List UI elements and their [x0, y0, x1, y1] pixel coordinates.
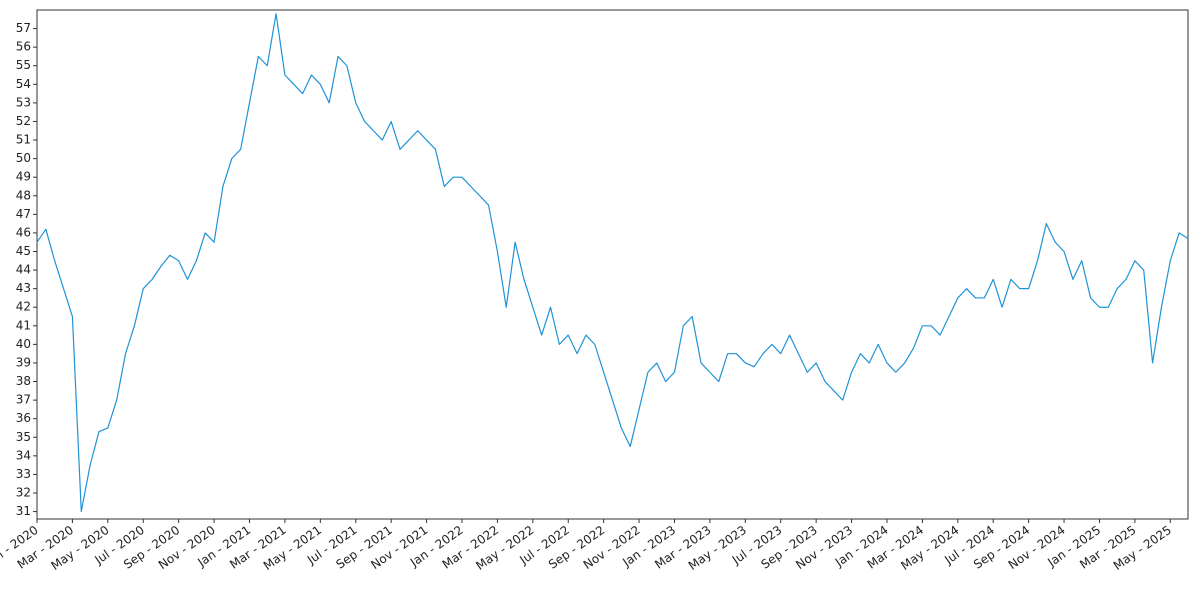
y-tick-label: 40 — [16, 337, 31, 351]
y-tick-label: 54 — [16, 77, 31, 91]
y-tick-label: 49 — [16, 170, 31, 184]
y-tick-label: 57 — [16, 21, 31, 35]
y-tick-label: 53 — [16, 95, 31, 109]
y-tick-label: 44 — [16, 263, 31, 277]
y-tick-label: 33 — [16, 467, 31, 481]
y-tick-label: 35 — [16, 430, 31, 444]
y-tick-label: 50 — [16, 151, 31, 165]
y-tick-label: 41 — [16, 318, 31, 332]
y-tick-label: 36 — [16, 411, 31, 425]
y-tick-label: 43 — [16, 281, 31, 295]
y-tick-label: 34 — [16, 448, 31, 462]
y-tick-label: 47 — [16, 207, 31, 221]
y-tick-label: 31 — [16, 504, 31, 518]
y-tick-label: 52 — [16, 114, 31, 128]
plot-frame — [36, 9, 1189, 520]
y-tick-label: 32 — [16, 485, 31, 499]
y-tick-label: 48 — [16, 188, 31, 202]
y-tick-label: 51 — [16, 133, 31, 147]
y-tick-label: 38 — [16, 374, 31, 388]
y-tick-label: 46 — [16, 225, 31, 239]
y-tick-label: 37 — [16, 393, 31, 407]
series-line — [36, 13, 1189, 513]
y-tick-label: 42 — [16, 300, 31, 314]
y-tick-label: 55 — [16, 58, 31, 72]
y-tick-label: 39 — [16, 355, 31, 369]
y-tick-label: 45 — [16, 244, 31, 258]
y-tick-label: 56 — [16, 40, 31, 54]
